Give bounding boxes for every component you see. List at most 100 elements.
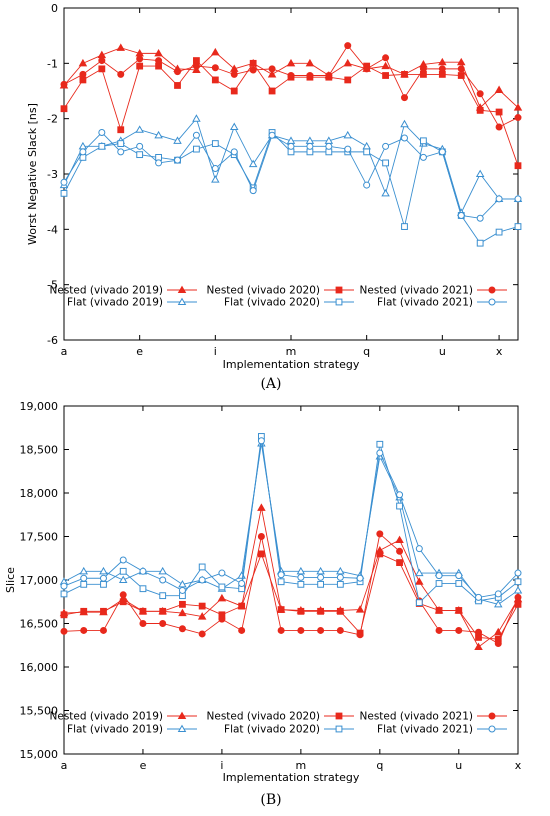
data-point (438, 57, 447, 66)
data-point (396, 491, 404, 499)
x-tick-label: q (376, 759, 383, 772)
series-line (63, 533, 519, 645)
data-point (495, 123, 503, 131)
data-point (60, 189, 68, 197)
data-point (317, 573, 325, 581)
data-point (136, 151, 144, 159)
data-point (475, 169, 485, 178)
data-point (60, 590, 68, 598)
x-tick-label: m (286, 345, 297, 358)
data-point (297, 626, 305, 634)
y-tick-label: -5 (47, 279, 58, 292)
y-tick-label: -1 (47, 57, 58, 70)
data-point (401, 134, 408, 142)
legend-label: Nested (vivado 2021) (360, 711, 474, 723)
x-tick-label: i (220, 759, 223, 772)
data-point (356, 631, 364, 639)
data-point (139, 567, 147, 575)
data-point (474, 642, 483, 651)
legend-label: Flat (vivado 2019) (67, 297, 163, 309)
data-point (376, 440, 384, 448)
data-point (455, 572, 463, 580)
data-point (514, 223, 522, 230)
data-point (494, 640, 502, 648)
data-point (257, 550, 265, 558)
chart-panel-1: 0 -1 -2 -3 -4 -5 -6a e i m q u x Implementation strat… (26, 2, 523, 392)
data-point (495, 195, 503, 203)
data-point (401, 71, 408, 78)
data-point (435, 607, 443, 614)
y-tick-label: -6 (47, 334, 58, 347)
data-point (118, 575, 128, 584)
data-point (119, 567, 127, 575)
data-point (159, 576, 167, 584)
data-point (211, 164, 219, 172)
series-6 (60, 437, 522, 601)
series-3 (60, 42, 522, 131)
data-point (217, 593, 227, 602)
data-point (139, 585, 147, 593)
legend-marker (335, 725, 343, 733)
data-point (435, 580, 443, 587)
data-point (230, 70, 238, 78)
data-point (356, 574, 364, 582)
data-point (198, 563, 206, 571)
data-point (317, 607, 325, 615)
data-point (325, 142, 333, 150)
data-point (419, 65, 427, 73)
data-point (457, 212, 465, 219)
legend-marker (335, 298, 343, 306)
data-point (457, 65, 465, 73)
data-point (514, 593, 522, 601)
data-point (99, 566, 108, 575)
data-point (136, 142, 144, 150)
data-point (277, 626, 285, 634)
legend-label: Flat (vivado 2020) (224, 724, 320, 736)
data-point (455, 626, 463, 634)
y-tick-label: 18,500 (20, 444, 59, 457)
legend-label: Nested (vivado 2020) (207, 711, 321, 723)
data-point (343, 58, 353, 67)
y-tick-label: 16,000 (20, 661, 59, 674)
data-point (116, 43, 126, 51)
data-point (198, 576, 206, 584)
data-point (268, 87, 276, 95)
x-tick-label: u (439, 345, 446, 358)
data-point (476, 214, 484, 222)
data-point (305, 58, 315, 67)
data-point (211, 175, 220, 183)
data-point (136, 55, 144, 63)
data-point (117, 148, 125, 156)
data-point (455, 580, 463, 587)
data-point (396, 559, 403, 567)
data-point (79, 70, 87, 78)
data-point (238, 602, 246, 610)
legend-marker (335, 286, 343, 294)
x-axis-label: Implementation strategy (223, 771, 360, 784)
data-point (297, 573, 305, 581)
data-point (139, 620, 147, 627)
legend: Nested (vivado 2019) Nested (vivado 2020)… (50, 285, 507, 309)
data-point (514, 195, 522, 203)
data-point (287, 142, 295, 150)
data-point (381, 61, 390, 70)
y-tick-label: -2 (47, 113, 58, 126)
y-tick-label: -4 (47, 223, 58, 236)
data-point (178, 625, 186, 633)
data-point (325, 72, 333, 80)
series-2 (60, 550, 522, 643)
data-point (238, 579, 246, 587)
data-point (435, 572, 443, 580)
data-point (192, 131, 200, 139)
data-point (457, 72, 465, 79)
data-point (211, 64, 219, 72)
data-point (382, 72, 389, 79)
data-point (438, 71, 446, 78)
data-point (211, 76, 219, 84)
data-point (376, 449, 384, 457)
y-tick-label: 17,000 (20, 574, 59, 587)
data-point (154, 130, 163, 139)
series-line (63, 436, 519, 604)
data-point (382, 54, 390, 62)
